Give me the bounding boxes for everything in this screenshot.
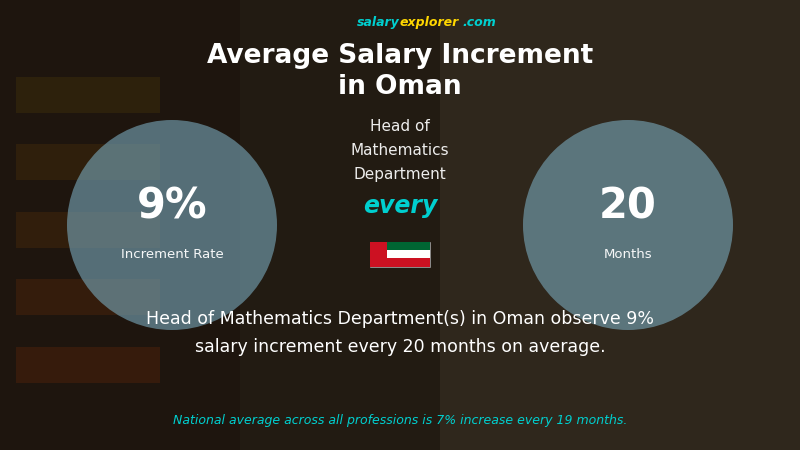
Text: Head of: Head of [370, 119, 430, 134]
Text: Average Salary Increment: Average Salary Increment [207, 43, 593, 69]
Text: salary increment every 20 months on average.: salary increment every 20 months on aver… [194, 338, 606, 356]
Text: Increment Rate: Increment Rate [121, 248, 223, 261]
Text: Department: Department [354, 167, 446, 182]
Bar [16, 76, 160, 112]
Text: in Oman: in Oman [338, 74, 462, 100]
Bar [370, 242, 430, 266]
Bar [16, 279, 160, 315]
Bar [440, 0, 800, 450]
Text: salary: salary [358, 16, 400, 29]
Bar [0, 0, 240, 450]
Ellipse shape [523, 120, 733, 330]
Text: 9%: 9% [137, 186, 207, 228]
Text: .com: .com [462, 16, 496, 29]
Text: every: every [363, 194, 437, 217]
Text: Head of Mathematics Department(s) in Oman observe 9%: Head of Mathematics Department(s) in Oma… [146, 310, 654, 328]
Text: National average across all professions is 7% increase every 19 months.: National average across all professions … [173, 414, 627, 427]
Bar [370, 242, 387, 266]
Ellipse shape [67, 120, 277, 330]
Bar [16, 144, 160, 180]
Text: Mathematics: Mathematics [350, 143, 450, 158]
Text: explorer: explorer [400, 16, 459, 29]
Text: 20: 20 [599, 186, 657, 228]
Bar [16, 212, 160, 248]
Bar [387, 258, 430, 266]
Bar [387, 242, 430, 250]
Bar [16, 346, 160, 382]
Text: Months: Months [604, 248, 652, 261]
